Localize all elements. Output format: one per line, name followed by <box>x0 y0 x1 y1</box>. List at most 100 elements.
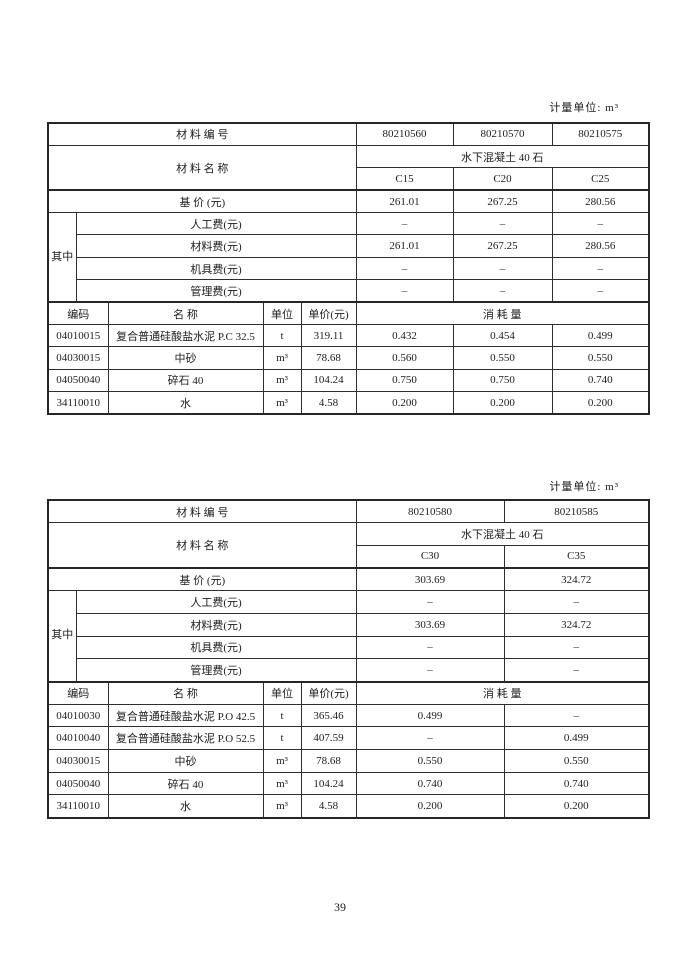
material-code-value: 80210580 <box>355 499 505 524</box>
row-code: 34110010 <box>47 794 109 819</box>
material-name-row: 材 料 名 称 水下混凝土 40 石 <box>47 144 650 191</box>
table-row: 04030015 中砂 m³ 78.68 0.560 0.550 0.550 <box>47 346 650 370</box>
table-row: 04030015 中砂 m³ 78.68 0.550 0.550 <box>47 749 650 773</box>
fee-value: 267.25 <box>452 234 553 258</box>
row-unit: t <box>262 324 302 348</box>
row-consumption: 0.200 <box>503 794 650 819</box>
fee-value: – <box>551 279 650 303</box>
base-price-row: 基 价 (元) 261.01 267.25 280.56 <box>47 189 650 214</box>
fee-row-machine: 机具费(元) – – – <box>48 256 650 281</box>
row-consumption: 0.454 <box>452 324 553 348</box>
row-consumption: 0.740 <box>551 368 650 393</box>
col-header-consumption: 消 耗 量 <box>355 680 650 705</box>
among-label: 其中 <box>47 590 77 682</box>
row-name: 中砂 <box>107 749 264 773</box>
fee-label: 机具费(元) <box>75 256 357 281</box>
row-code: 34110010 <box>47 391 109 415</box>
base-price-label: 基 价 (元) <box>47 567 357 592</box>
base-price-value: 280.56 <box>551 189 650 214</box>
row-unit: m³ <box>262 771 302 796</box>
fee-row-machine: 机具费(元) – – <box>48 635 650 660</box>
fee-value: – <box>355 658 505 682</box>
row-consumption: 0.200 <box>355 794 505 819</box>
row-consumption: 0.550 <box>551 346 650 370</box>
page-number: 39 <box>334 900 346 914</box>
row-code: 04030015 <box>47 346 109 370</box>
row-code: 04050040 <box>47 771 109 796</box>
row-consumption: 0.200 <box>355 391 454 415</box>
row-name: 复合普通硅酸盐水泥 P.O 52.5 <box>107 726 264 751</box>
row-name: 水 <box>107 794 264 819</box>
row-name: 中砂 <box>107 346 264 370</box>
row-code: 04010030 <box>47 703 109 728</box>
fee-value: 261.01 <box>355 234 454 258</box>
row-price: 319.11 <box>300 324 357 348</box>
fee-row-management: 管理费(元) – – <box>48 658 650 682</box>
fee-value: – <box>452 279 553 303</box>
table-row: 04010030 复合普通硅酸盐水泥 P.O 42.5 t 365.46 0.4… <box>47 703 650 728</box>
row-code: 04030015 <box>47 749 109 773</box>
row-consumption: 0.200 <box>551 391 650 415</box>
material-code-value: 80210570 <box>452 122 553 146</box>
row-code: 04010040 <box>47 726 109 751</box>
base-price-value: 324.72 <box>503 567 650 592</box>
material-code-value: 80210575 <box>551 122 650 146</box>
row-consumption: 0.550 <box>452 346 553 370</box>
row-price: 365.46 <box>300 703 357 728</box>
row-consumption: 0.432 <box>355 324 454 348</box>
table-row: 04010040 复合普通硅酸盐水泥 P.O 52.5 t 407.59 – 0… <box>47 726 650 751</box>
fee-label: 材料费(元) <box>75 612 357 637</box>
fee-row-material: 材料费(元) 303.69 324.72 <box>48 612 650 637</box>
row-name: 复合普通硅酸盐水泥 P.C 32.5 <box>107 324 264 348</box>
row-unit: m³ <box>262 749 302 773</box>
row-unit: m³ <box>262 391 302 415</box>
row-name: 碎石 40 <box>107 771 264 796</box>
fee-row-labor: 其中 人工费(元) – – – <box>47 212 650 303</box>
fee-label: 管理费(元) <box>75 279 357 303</box>
row-consumption: 0.740 <box>355 771 505 796</box>
row-consumption: – <box>355 726 505 751</box>
material-code-value: 80210585 <box>503 499 650 524</box>
column-header-row: 编码 名 称 单位 单价(元) 消 耗 量 <box>47 680 650 705</box>
material-name-value: 水下混凝土 40 石 <box>355 144 650 169</box>
fee-value: – <box>503 590 650 614</box>
grade-cell: C30 <box>355 544 505 569</box>
fee-value: – <box>551 256 650 281</box>
row-unit: m³ <box>262 368 302 393</box>
material-code-row: 材 料 编 号 80210560 80210570 80210575 <box>47 122 650 146</box>
material-table-2: 材 料 编 号 80210580 80210585 材 料 名 称 水下混凝土 … <box>47 499 651 819</box>
grade-cell: C20 <box>452 167 553 191</box>
table-row: 04010015 复合普通硅酸盐水泥 P.C 32.5 t 319.11 0.4… <box>47 324 650 348</box>
fee-value: – <box>551 212 650 236</box>
grade-cell: C25 <box>551 167 650 191</box>
fee-label: 人工费(元) <box>75 590 357 614</box>
col-header-price: 单价(元) <box>300 301 357 326</box>
row-consumption: 0.560 <box>355 346 454 370</box>
grade-row: C30 C35 <box>48 544 650 569</box>
row-code: 04050040 <box>47 368 109 393</box>
fee-value: 280.56 <box>551 234 650 258</box>
fee-row-labor: 其中 人工费(元) – – <box>47 590 650 682</box>
base-price-label: 基 价 (元) <box>47 189 357 214</box>
row-consumption: 0.499 <box>503 726 650 751</box>
grade-cell: C15 <box>355 167 454 191</box>
base-price-value: 303.69 <box>355 567 505 592</box>
row-name: 水 <box>107 391 264 415</box>
material-code-value: 80210560 <box>355 122 454 146</box>
row-unit: m³ <box>262 794 302 819</box>
base-price-value: 261.01 <box>355 189 454 214</box>
row-unit: t <box>262 726 302 751</box>
material-name-label: 材 料 名 称 <box>47 144 357 191</box>
col-header-code: 编码 <box>47 301 109 326</box>
material-name-row: 材 料 名 称 水下混凝土 40 石 <box>47 522 650 569</box>
row-unit: t <box>262 703 302 728</box>
fee-label: 人工费(元) <box>75 212 357 236</box>
material-code-label: 材 料 编 号 <box>47 122 357 146</box>
col-header-name: 名 称 <box>107 680 264 705</box>
row-consumption: 0.499 <box>551 324 650 348</box>
row-consumption: 0.750 <box>452 368 553 393</box>
col-header-price: 单价(元) <box>300 680 357 705</box>
fee-value: – <box>355 256 454 281</box>
table-row: 34110010 水 m³ 4.58 0.200 0.200 <box>47 794 650 819</box>
